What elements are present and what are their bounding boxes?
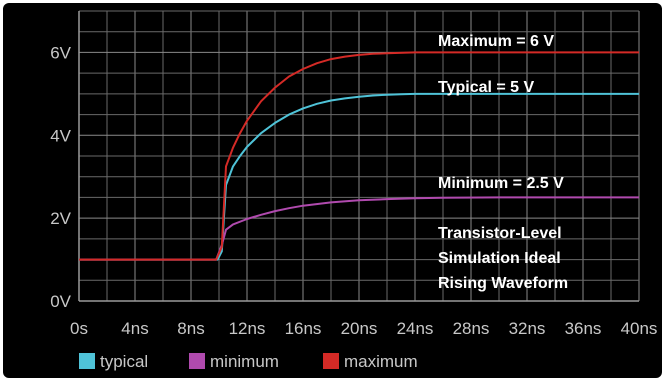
annotation-title-line-2: Simulation Ideal	[438, 250, 561, 267]
legend-label-typical: typical	[100, 352, 148, 371]
x-tick-label: 20ns	[341, 319, 378, 338]
legend-label-minimum: minimum	[210, 352, 279, 371]
annotation-title-line-3: Rising Waveform	[438, 275, 568, 292]
x-tick-label: 0s	[70, 319, 88, 338]
y-tick-label: 4V	[50, 126, 71, 145]
annotation-typical: Typical = 5 V	[438, 79, 535, 96]
tick-labels: 0s 4ns 8ns 12ns 16ns 20ns 24ns 28ns 32ns 36ns 40ns…	[50, 43, 657, 338]
y-tick-label: 0V	[50, 292, 71, 311]
series-line-maximum	[79, 51, 639, 261]
legend-label-maximum: maximum	[344, 352, 418, 371]
chart-frame: 0s 4ns 8ns 12ns 16ns 20ns 24ns 28ns 32ns 36ns 40ns…	[3, 3, 662, 378]
x-tick-label: 4ns	[121, 319, 148, 338]
annotation-title-line-1: Transistor-Level	[438, 225, 562, 242]
x-tick-label: 32ns	[509, 319, 546, 338]
x-tick-label: 24ns	[397, 319, 434, 338]
annotation-maximum: Maximum = 6 V	[438, 33, 554, 50]
series-line-typical	[79, 92, 639, 261]
x-tick-label: 8ns	[177, 319, 204, 338]
legend-swatch-minimum	[189, 353, 205, 369]
annotations: Maximum = 6 V Typical = 5 V Minimum = 2.…	[438, 33, 568, 292]
waveform-chart: 0s 4ns 8ns 12ns 16ns 20ns 24ns 28ns 32ns 36ns 40ns…	[50, 10, 657, 371]
y-tick-label: 2V	[50, 209, 71, 228]
x-tick-label: 28ns	[453, 319, 490, 338]
series-line-minimum	[79, 196, 639, 261]
x-tick-label: 16ns	[285, 319, 322, 338]
x-tick-label: 12ns	[229, 319, 266, 338]
x-tick-label: 40ns	[621, 319, 658, 338]
annotation-minimum: Minimum = 2.5 V	[438, 175, 564, 192]
legend-swatch-typical	[79, 353, 95, 369]
axes	[78, 11, 639, 302]
x-tick-label: 36ns	[565, 319, 602, 338]
series-lines	[79, 51, 639, 261]
legend: typical minimum maximum	[79, 352, 418, 371]
legend-swatch-maximum	[323, 353, 339, 369]
y-tick-label: 6V	[50, 43, 71, 62]
